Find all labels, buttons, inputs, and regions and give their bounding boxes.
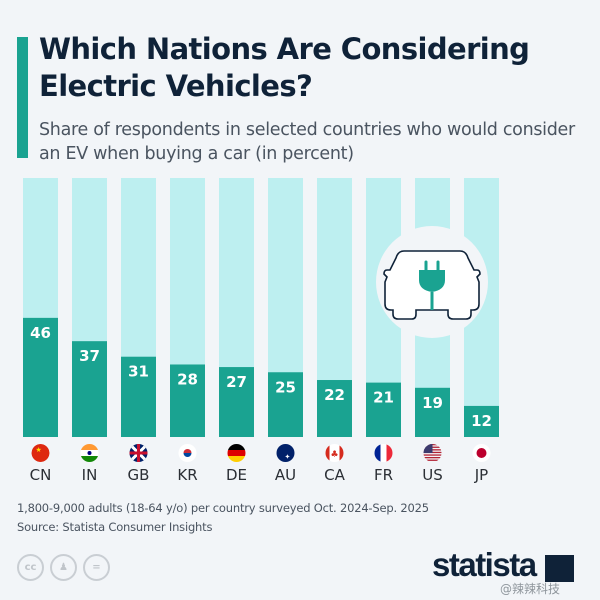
electric-car-plug-icon	[376, 226, 488, 338]
flag-canton	[423, 444, 433, 453]
flag-band	[380, 444, 387, 462]
data-label-kr: 28	[177, 370, 198, 388]
bar-kr	[170, 364, 205, 437]
category-label-us: US	[422, 466, 443, 484]
footnote: 1,800-9,000 adults (18-64 y/o) per count…	[17, 499, 429, 537]
flag-stars: ✦	[285, 453, 291, 461]
flag-chakra	[87, 451, 92, 455]
statista-logo-mark	[545, 555, 574, 582]
data-label-us: 19	[422, 394, 443, 412]
bar-chart: 46 ★ CN 37 IN 31 GB 28 KR 27 DE 25 ✦ AU 22 ♣ CA 21 FR 19 US 1…	[23, 178, 499, 484]
flag-band	[386, 444, 393, 462]
category-label-cn: CN	[30, 466, 52, 484]
flag-band	[80, 444, 99, 450]
by-icon: ♟	[50, 554, 77, 581]
bar-ca	[317, 380, 352, 437]
flag-bg	[276, 444, 295, 462]
flag-band	[339, 444, 344, 462]
flag-band	[227, 444, 246, 450]
south-korea-flag-icon	[178, 444, 197, 462]
flag-taeguk	[183, 453, 192, 457]
category-label-fr: FR	[374, 466, 393, 484]
category-label-au: AU	[275, 466, 296, 484]
flag-cross	[129, 444, 148, 462]
flag-star: ★	[36, 446, 42, 454]
uk-flag-icon	[129, 444, 148, 462]
category-label-in: IN	[82, 466, 98, 484]
flag-bg	[31, 444, 50, 462]
data-label-fr: 21	[373, 389, 394, 407]
india-flag-icon	[80, 444, 99, 462]
france-flag-icon	[374, 444, 393, 462]
data-label-de: 27	[226, 373, 247, 391]
flag-stripe	[423, 459, 442, 461]
category-label-gb: GB	[128, 466, 150, 484]
category-label-kr: KR	[177, 466, 197, 484]
source: Source: Statista Consumer Insights	[17, 520, 213, 534]
plug-prongs	[424, 260, 440, 272]
flag-leaf: ♣	[331, 450, 339, 460]
data-label-gb: 31	[128, 363, 149, 381]
statista-logo: statista	[432, 546, 537, 583]
usa-flag-icon	[423, 444, 442, 461]
flag-taeguk	[183, 449, 192, 453]
license-icons: cc ♟ =	[17, 554, 110, 581]
flag-band	[374, 444, 381, 462]
plug-body	[419, 270, 445, 292]
bar-au	[268, 372, 303, 437]
category-label-de: DE	[226, 466, 247, 484]
data-label-jp: 12	[471, 412, 492, 430]
bar-jp	[464, 405, 499, 437]
australia-flag-icon: ✦	[276, 444, 295, 462]
flag-stripe	[423, 454, 442, 456]
bar-us	[415, 387, 450, 437]
data-label-cn: 46	[30, 324, 51, 342]
chart-title: Which Nations Are Considering Electric V…	[39, 32, 530, 103]
bar-gb	[121, 356, 156, 437]
canada-flag-icon: ♣	[325, 444, 344, 462]
data-label-in: 37	[79, 347, 100, 365]
china-flag-icon: ★	[31, 444, 50, 462]
category-label-jp: JP	[474, 466, 488, 484]
bar-de	[219, 367, 254, 437]
japan-flag-icon	[472, 444, 491, 462]
flag-band	[80, 456, 99, 462]
category-label-ca: CA	[324, 466, 345, 484]
nd-icon: =	[83, 554, 110, 581]
watermark: @辣辣科技	[500, 582, 561, 596]
bar-in	[72, 341, 107, 437]
flag-bg	[325, 444, 344, 462]
survey-note: 1,800-9,000 adults (18-64 y/o) per count…	[17, 501, 429, 515]
data-label-au: 25	[275, 378, 296, 396]
bar-cn	[23, 317, 58, 437]
bar-fr	[366, 382, 401, 437]
data-label-ca: 22	[324, 386, 345, 404]
germany-flag-icon	[227, 444, 246, 462]
flag-band	[325, 444, 330, 462]
flag-band	[227, 456, 246, 462]
cc-icon: cc	[17, 554, 44, 581]
flag-stripe	[423, 457, 442, 459]
flag-band	[227, 450, 246, 456]
flag-disc	[476, 448, 487, 458]
title-accent-bar	[17, 37, 28, 158]
chart-subtitle: Share of respondents in selected countri…	[39, 120, 575, 164]
